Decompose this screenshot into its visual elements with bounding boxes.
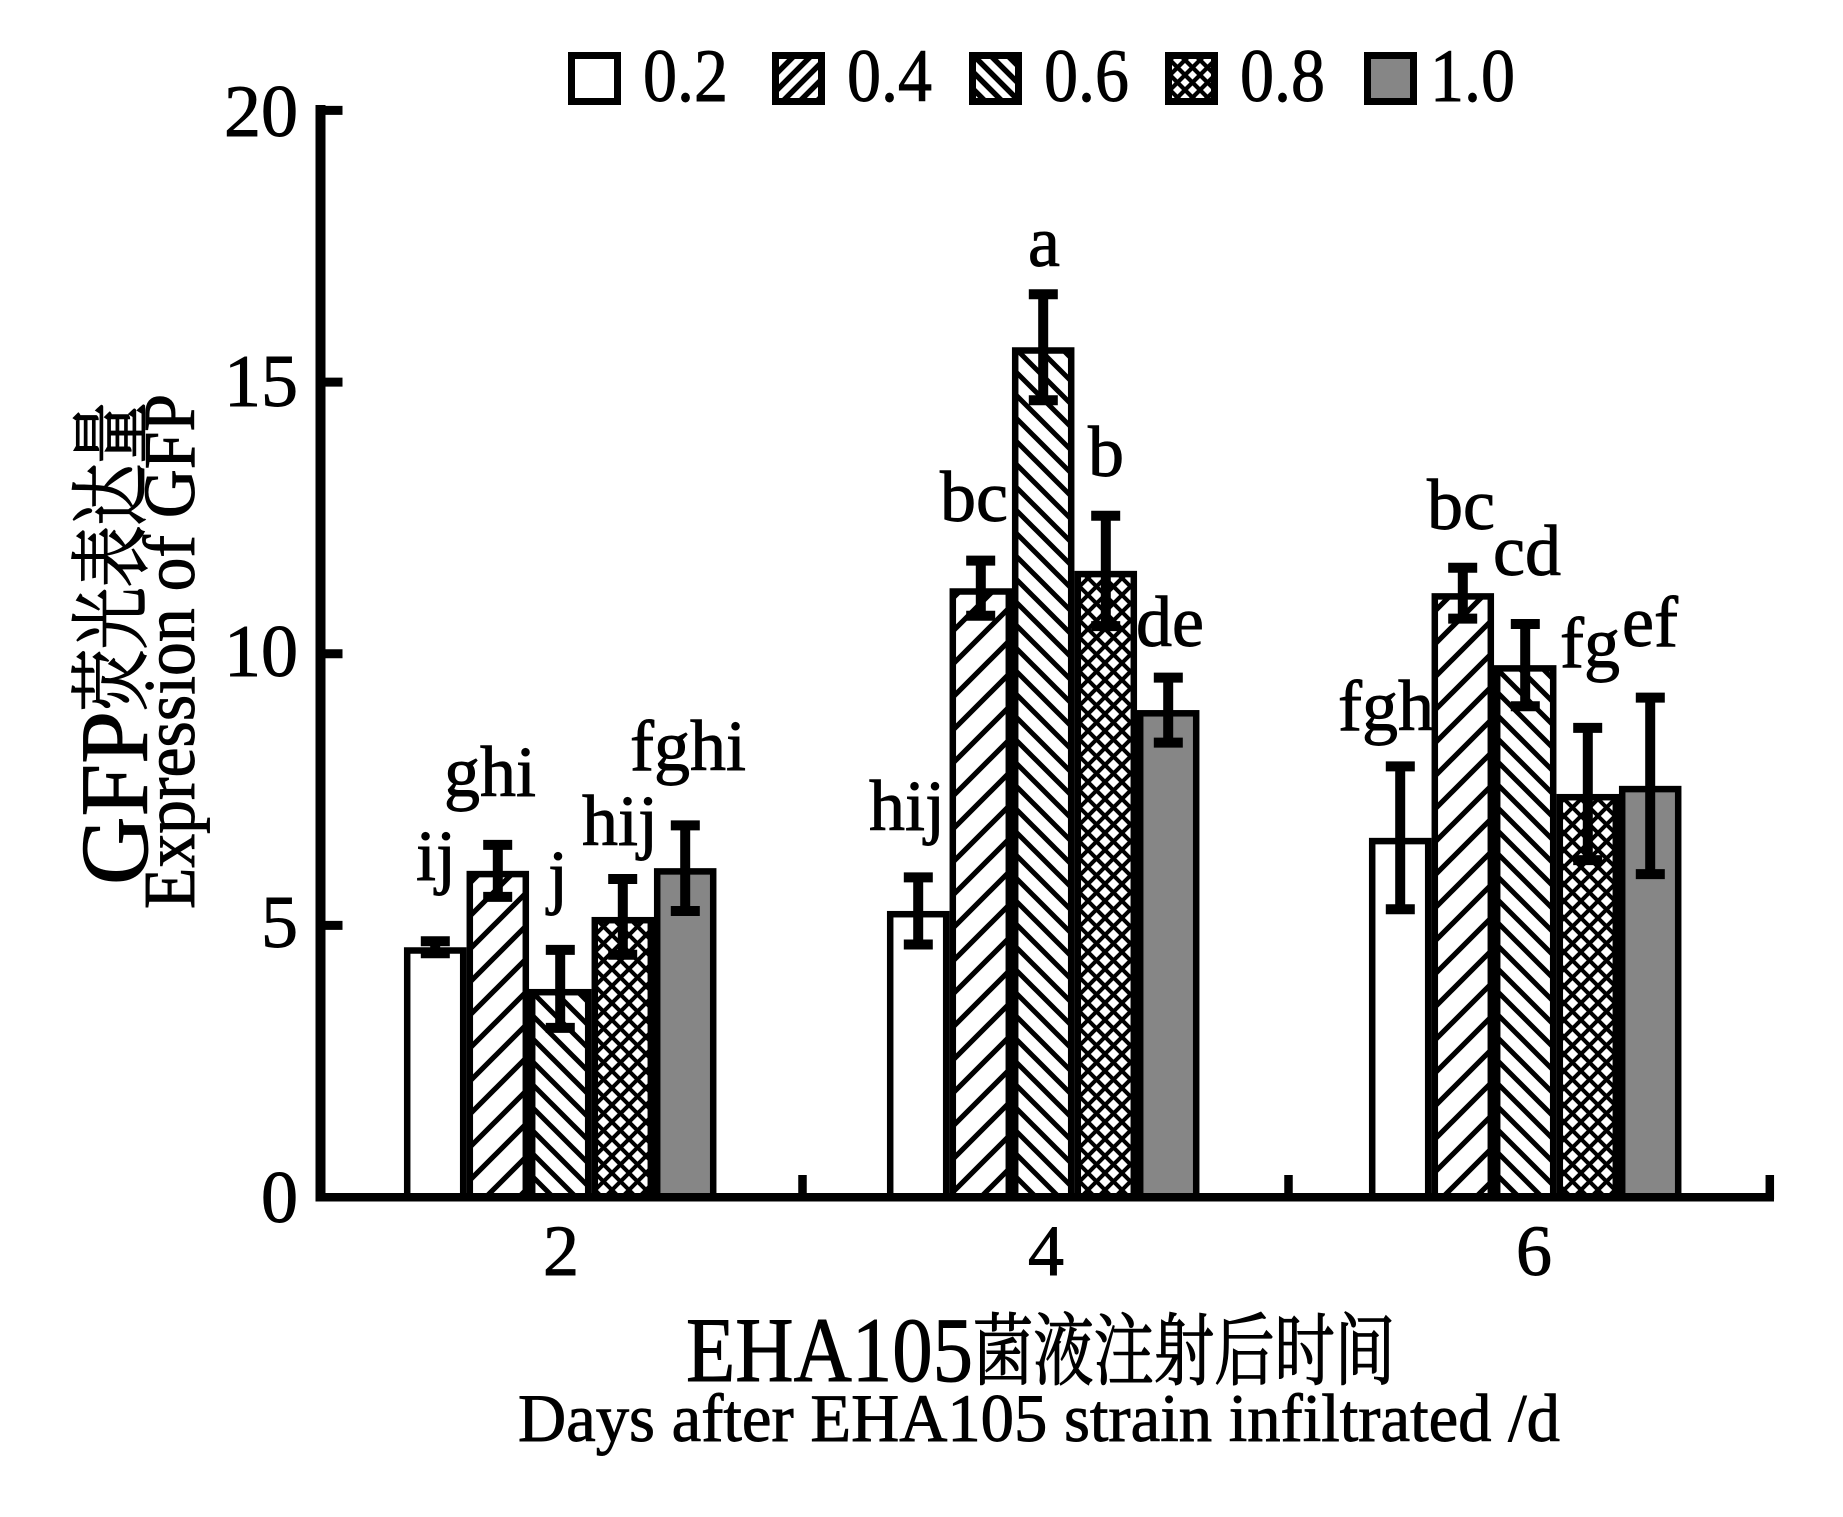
svg-text:fgh: fgh (1338, 666, 1434, 746)
svg-text:cd: cd (1493, 511, 1561, 591)
svg-text:6: 6 (1516, 1211, 1552, 1291)
svg-text:hij: hij (582, 781, 658, 861)
svg-text:fghi: fghi (630, 706, 746, 786)
svg-text:a: a (1028, 202, 1060, 282)
svg-text:Expression of GFP: Expression of GFP (129, 394, 210, 909)
svg-text:0.2: 0.2 (643, 35, 728, 118)
svg-text:bc: bc (940, 457, 1008, 537)
svg-text:GFP: GFP (61, 711, 168, 885)
svg-text:hij: hij (869, 766, 945, 846)
svg-text:0.4: 0.4 (847, 35, 932, 118)
svg-text:ij: ij (416, 816, 456, 896)
svg-text:1.0: 1.0 (1430, 35, 1515, 118)
svg-text:0.8: 0.8 (1240, 35, 1325, 118)
svg-text:ef: ef (1622, 582, 1678, 662)
svg-text:bc: bc (1427, 465, 1495, 545)
svg-text:Days after EHA105 strain infil: Days after EHA105 strain infiltrated /d (518, 1380, 1560, 1456)
svg-text:j: j (545, 836, 568, 916)
svg-text:4: 4 (1028, 1211, 1064, 1291)
svg-text:15: 15 (224, 341, 298, 423)
svg-text:10: 10 (224, 611, 298, 693)
svg-text:EHA105: EHA105 (686, 1299, 973, 1401)
svg-text:fg: fg (1560, 603, 1620, 683)
svg-text:ghi: ghi (444, 732, 536, 812)
svg-text:de: de (1136, 582, 1204, 662)
svg-text:5: 5 (261, 882, 298, 964)
svg-text:b: b (1088, 412, 1124, 492)
svg-text:2: 2 (543, 1211, 579, 1291)
svg-text:0: 0 (261, 1157, 298, 1239)
svg-text:0.6: 0.6 (1044, 35, 1129, 118)
svg-text:20: 20 (224, 71, 298, 153)
